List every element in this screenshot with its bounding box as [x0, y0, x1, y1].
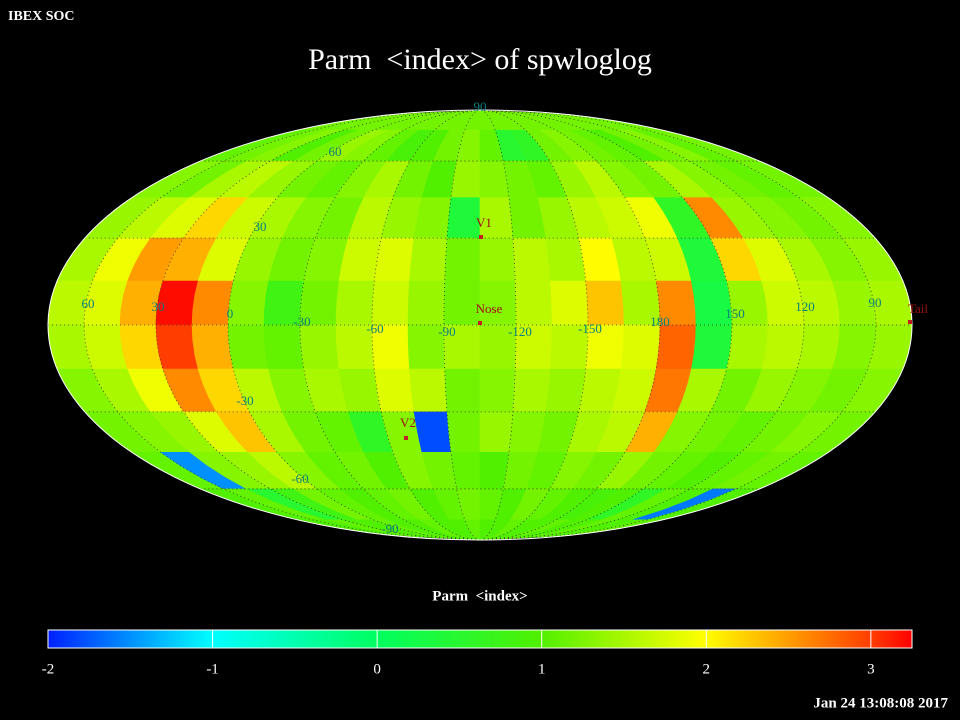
lon-label: 150 [725, 306, 745, 321]
lon-label: 180 [650, 314, 670, 329]
map-cell [409, 237, 448, 282]
lon-label: -150 [578, 321, 602, 336]
lat-label: -90 [381, 521, 398, 536]
map-cell [407, 280, 446, 326]
map-cell [373, 237, 415, 282]
lon-label: -30 [293, 314, 310, 329]
map-cell [409, 368, 448, 413]
map-cell [227, 280, 269, 326]
map-cell [512, 237, 551, 282]
lon-label: -90 [438, 324, 455, 339]
map-outline [47, 109, 913, 541]
map-cell [443, 280, 481, 326]
map-cell [479, 411, 514, 453]
lat-label: -30 [236, 393, 253, 408]
colorbar-tick-label: -1 [206, 661, 219, 677]
map-cell [514, 280, 553, 326]
marker-dot [478, 321, 482, 325]
map-cell [620, 324, 661, 370]
map-cell [550, 280, 589, 326]
map-cell [761, 324, 805, 370]
map-title: Parm <index> of spwloglog [308, 43, 652, 76]
colorbar-tick-label: 2 [703, 661, 711, 677]
lat-label: 60 [329, 144, 342, 159]
lon-label: -60 [366, 321, 383, 336]
marker-label: V1 [476, 215, 492, 230]
meridian [227, 109, 481, 541]
map-cell [191, 324, 234, 370]
lat-label: 90 [474, 99, 487, 114]
map-cell [444, 237, 481, 282]
lat-label: 30 [254, 219, 267, 234]
map-cell [691, 324, 733, 370]
colorbar-tick-label: -2 [42, 661, 55, 677]
map-cell [227, 324, 269, 370]
map-cell [585, 280, 625, 326]
lon-label: 60 [82, 296, 95, 311]
map-cell [335, 280, 375, 326]
lat-label: -60 [291, 471, 308, 486]
colorbar-tick-label: 1 [538, 661, 546, 677]
colorbar [47, 629, 913, 649]
map-cell [444, 368, 481, 413]
lon-label: 0 [227, 306, 234, 321]
map-cell [655, 324, 697, 370]
map-cell [299, 324, 340, 370]
meridian [479, 109, 733, 541]
colorbar-tick-label: 3 [867, 661, 875, 677]
lon-label: 120 [795, 299, 815, 314]
meridian [479, 109, 589, 541]
map-cell [545, 368, 587, 413]
app-name: IBEX SOC [8, 9, 75, 24]
map-cell [371, 280, 410, 326]
colorbar-label: Parm <index> [432, 588, 527, 604]
map-cell [545, 237, 587, 282]
map-cell [155, 324, 199, 370]
marker-label: Tail [908, 301, 928, 316]
map-cell [726, 324, 769, 370]
marker-dot [908, 320, 912, 324]
map-cell [479, 237, 516, 282]
map-cell [263, 324, 305, 370]
timestamp: Jan 24 13:08:08 2017 [813, 695, 948, 711]
map-cell [479, 368, 516, 413]
meridian [371, 109, 481, 541]
lon-label: 90 [869, 295, 882, 310]
marker-dot [404, 436, 408, 440]
colorbar-tick-label: 0 [373, 661, 381, 677]
map-cell [512, 368, 551, 413]
marker-label: V2 [400, 415, 416, 430]
map-cell [373, 368, 415, 413]
marker-label: Nose [476, 301, 503, 316]
lon-label: -120 [508, 324, 532, 339]
map-cell [446, 411, 481, 453]
marker-dot [479, 235, 483, 239]
lon-label: 30 [152, 299, 165, 314]
